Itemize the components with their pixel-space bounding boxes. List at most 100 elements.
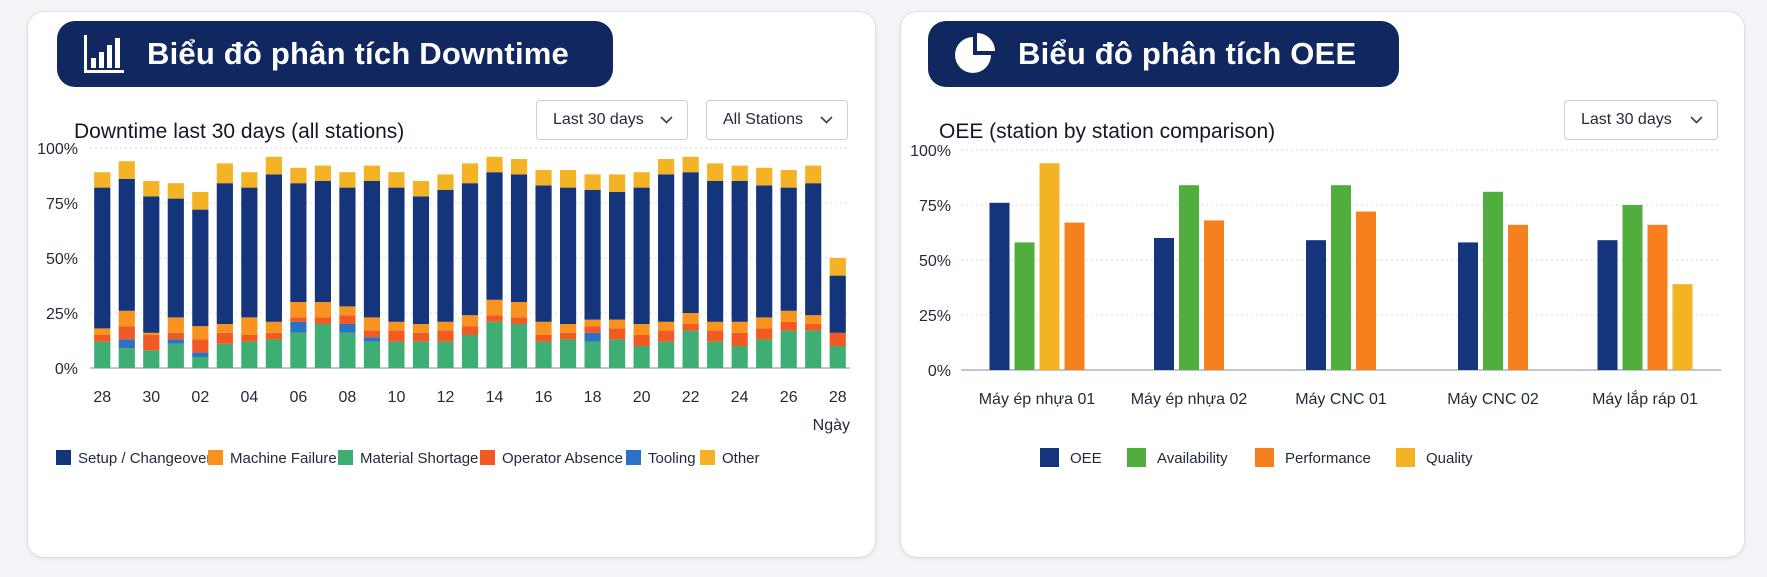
bar-segment-setup-changeover xyxy=(314,181,331,302)
bar-segment-machine-failure xyxy=(192,326,209,340)
x-tick-label: 28 xyxy=(93,389,111,406)
bar-segment-other xyxy=(118,161,135,179)
bar-segment-material-shortage xyxy=(756,339,773,368)
bar-segment-other xyxy=(437,174,454,190)
y-tick-label: 100% xyxy=(910,143,951,160)
legend-label: Other xyxy=(722,450,760,467)
bar-performance xyxy=(1064,222,1085,370)
y-tick-label: 100% xyxy=(37,141,78,158)
bar-segment-machine-failure xyxy=(363,317,381,331)
bar-segment-machine-failure xyxy=(388,321,405,331)
legend-swatch xyxy=(1396,448,1415,467)
bar-segment-setup-changeover xyxy=(609,192,626,320)
bar-segment-machine-failure xyxy=(633,324,650,335)
bar-segment-setup-changeover xyxy=(241,187,258,318)
x-tick-label: 30 xyxy=(142,389,160,406)
bar-availability xyxy=(1179,185,1199,370)
station-dropdown[interactable]: All Stations xyxy=(706,100,848,140)
bar-segment-setup-changeover xyxy=(731,181,748,322)
oee-range-dropdown[interactable]: Last 30 days xyxy=(1564,100,1718,140)
bar-segment-other xyxy=(167,183,184,199)
bar-segment-setup-changeover xyxy=(167,198,184,318)
bar-segment-machine-failure xyxy=(437,321,454,331)
bar-segment-operator-absence xyxy=(535,335,552,342)
bar-segment-machine-failure xyxy=(118,310,135,327)
bar-segment-operator-absence xyxy=(192,339,209,353)
y-tick-label: 0% xyxy=(928,363,951,380)
bar-segment-tooling xyxy=(290,321,307,333)
bar-segment-operator-absence xyxy=(290,317,307,322)
oee-panel: Biểu đô phân tích OEE OEE (station by st… xyxy=(901,12,1744,557)
bar-segment-tooling xyxy=(118,339,135,349)
downtime-header: Biểu đô phân tích Downtime xyxy=(57,21,613,87)
legend-label: Performance xyxy=(1285,450,1371,467)
bar-segment-operator-absence xyxy=(118,326,135,340)
bar-segment-operator-absence xyxy=(682,324,699,331)
bar-segment-setup-changeover xyxy=(461,183,479,316)
bar-segment-operator-absence xyxy=(363,330,381,338)
bar-segment-setup-changeover xyxy=(805,183,822,316)
bar-oee xyxy=(1597,240,1618,370)
bar-segment-machine-failure xyxy=(486,299,503,316)
bar-segment-material-shortage xyxy=(265,339,282,368)
bar-segment-setup-changeover xyxy=(584,189,601,320)
x-tick-label: 24 xyxy=(731,389,749,406)
bar-segment-tooling xyxy=(363,337,381,342)
bar-segment-setup-changeover xyxy=(658,174,675,322)
bar-segment-material-shortage xyxy=(609,339,626,368)
bar-segment-operator-absence xyxy=(731,332,748,346)
bar-segment-setup-changeover xyxy=(412,196,430,324)
bar-performance xyxy=(1647,224,1668,370)
bar-segment-other xyxy=(94,172,111,188)
bar-segment-material-shortage xyxy=(829,346,846,368)
legend-swatch xyxy=(700,450,715,465)
bar-segment-material-shortage xyxy=(290,332,307,368)
bar-segment-material-shortage xyxy=(216,343,233,368)
bar-segment-operator-absence xyxy=(486,315,503,322)
bar-segment-setup-changeover xyxy=(437,189,454,322)
bar-segment-material-shortage xyxy=(707,341,724,368)
x-tick-label: 20 xyxy=(633,389,651,406)
bar-segment-operator-absence xyxy=(584,326,601,333)
bar-segment-machine-failure xyxy=(290,302,307,318)
bar-segment-other xyxy=(658,159,675,175)
x-tick-label: 28 xyxy=(829,389,847,406)
legend-label: Tooling xyxy=(648,450,696,467)
bar-performance xyxy=(1356,211,1376,370)
bar-segment-operator-absence xyxy=(412,332,430,342)
bar-segment-setup-changeover xyxy=(707,181,724,322)
x-tick-label: Máy ép nhựa 02 xyxy=(1131,391,1248,408)
legend-swatch xyxy=(480,450,495,465)
bar-segment-setup-changeover xyxy=(339,187,356,307)
downtime-panel: Biểu đô phân tích Downtime Downtime last… xyxy=(28,12,875,557)
bar-segment-setup-changeover xyxy=(780,187,797,311)
x-tick-label: 04 xyxy=(240,389,258,406)
bar-segment-setup-changeover xyxy=(510,174,528,302)
oee-header: Biểu đô phân tích OEE xyxy=(928,21,1399,87)
bar-segment-machine-failure xyxy=(559,324,577,333)
legend-label: Setup / Changeover xyxy=(78,450,211,467)
bar-segment-other xyxy=(143,181,160,197)
bar-segment-setup-changeover xyxy=(192,209,209,327)
bar-segment-material-shortage xyxy=(633,346,650,368)
bar-segment-material-shortage xyxy=(535,341,552,368)
bar-segment-machine-failure xyxy=(216,324,233,333)
y-tick-label: 75% xyxy=(46,196,78,213)
legend-swatch xyxy=(626,450,641,465)
bar-segment-other xyxy=(363,165,381,181)
bar-segment-material-shortage xyxy=(363,341,381,368)
bar-segment-other xyxy=(682,156,699,173)
bar-segment-material-shortage xyxy=(559,339,577,368)
legend-swatch xyxy=(56,450,71,465)
legend-swatch xyxy=(1255,448,1274,467)
bar-oee xyxy=(1458,242,1478,370)
bar-availability xyxy=(1331,185,1351,370)
downtime-subtitle: Downtime last 30 days (all stations) xyxy=(74,120,405,143)
legend-label: Operator Absence xyxy=(502,450,623,467)
bar-segment-tooling xyxy=(167,339,184,344)
downtime-range-dropdown[interactable]: Last 30 days xyxy=(536,100,688,140)
bar-performance xyxy=(1508,224,1528,370)
bar-segment-machine-failure xyxy=(535,321,552,335)
y-tick-label: 50% xyxy=(919,253,951,270)
bar-segment-material-shortage xyxy=(437,341,454,368)
